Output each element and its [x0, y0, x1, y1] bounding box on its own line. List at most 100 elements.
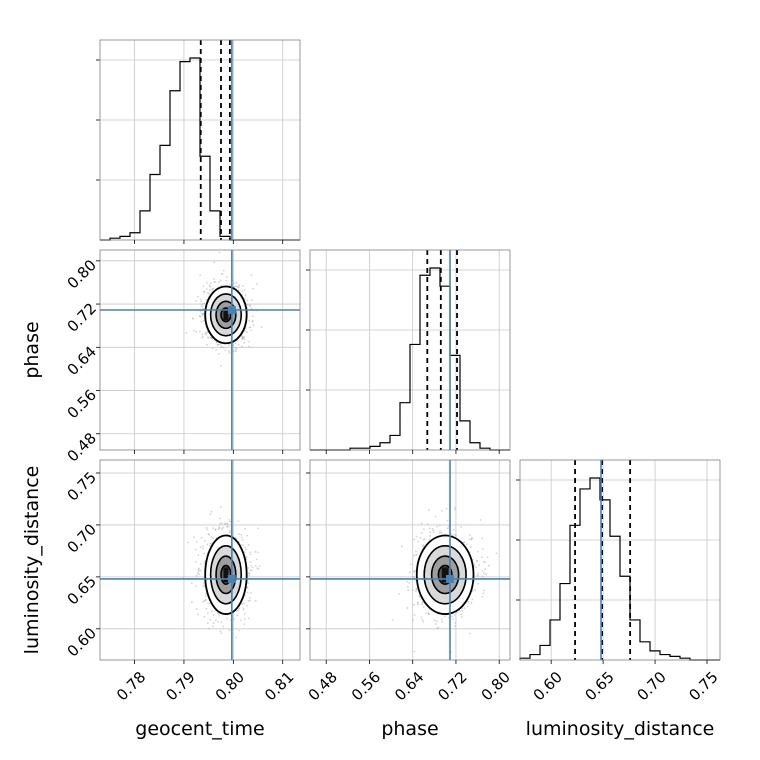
scatter-point [413, 614, 416, 617]
scatter-geocent_time-xtick-label: 0.79 [162, 668, 198, 704]
scatter-point [415, 550, 417, 553]
scatter-point [471, 598, 474, 601]
scatter-point [233, 285, 235, 288]
scatter-point [234, 636, 237, 639]
scatter-point [226, 617, 229, 620]
scatter-point [217, 621, 219, 623]
scatter-point [456, 611, 458, 614]
scatter-point [428, 527, 431, 530]
scatter-point [209, 618, 212, 621]
scatter-point [220, 632, 223, 635]
scatter-point [219, 343, 222, 346]
scatter-point [204, 599, 207, 602]
scatter-point [245, 327, 247, 329]
scatter-point [473, 563, 475, 566]
scatter-point [211, 625, 214, 628]
scatter-point [415, 554, 417, 556]
scatter-point [462, 541, 465, 544]
scatter-point [202, 285, 205, 287]
scatter-point [225, 525, 228, 528]
scatter-point [451, 615, 453, 618]
histogram-geocent_time-frame [99, 39, 301, 241]
scatter-point [250, 564, 253, 567]
scatter-point [217, 612, 220, 615]
scatter-point [207, 292, 210, 294]
scatter-point [454, 625, 456, 627]
scatter-point [220, 364, 222, 367]
scatter-luminosity_distance-ytick-label: 0.70 [64, 520, 100, 556]
scatter-point [249, 561, 252, 563]
scatter-point [244, 294, 247, 296]
scatter-point [421, 601, 424, 604]
scatter-point [481, 556, 483, 559]
scatter-point [248, 599, 251, 602]
scatter-point [481, 570, 484, 572]
scatter-point [214, 619, 217, 622]
scatter-point [461, 616, 463, 618]
scatter-point [481, 595, 484, 598]
scatter-point [222, 625, 225, 628]
scatter-point [453, 613, 456, 616]
scatter-point [254, 599, 257, 602]
scatter-point [246, 591, 249, 594]
scatter-point [240, 619, 242, 621]
scatter-point [243, 338, 246, 340]
scatter-point [197, 613, 200, 616]
scatter-point [205, 299, 208, 301]
scatter-point [425, 612, 428, 615]
scatter-point [452, 618, 455, 620]
scatter-point [202, 585, 205, 588]
scatter-point [202, 545, 204, 548]
scatter-point [220, 345, 223, 348]
scatter-point [241, 335, 243, 338]
scatter-phase-xtick-label: 0.64 [391, 668, 427, 704]
scatter-point [232, 350, 235, 353]
scatter-point [213, 261, 216, 264]
scatter-point [452, 534, 454, 537]
scatter-point [439, 532, 441, 535]
scatter-point [199, 310, 202, 313]
scatter-point [212, 614, 215, 616]
scatter-point [251, 320, 254, 322]
scatter-point [437, 626, 440, 629]
scatter-point [246, 586, 249, 589]
scatter-point [434, 623, 437, 625]
scatter-point [201, 305, 204, 308]
scatter-point [244, 548, 247, 551]
scatter-point [465, 543, 468, 545]
scatter-point [413, 554, 415, 557]
scatter-point [199, 569, 202, 572]
scatter-point [215, 348, 218, 351]
scatter-point [244, 551, 246, 553]
scatter-point [235, 281, 238, 284]
scatter-point [224, 349, 227, 351]
density-peak [223, 567, 229, 583]
scatter-point [479, 519, 482, 521]
scatter-panel-frame [309, 459, 511, 661]
scatter-point [420, 616, 423, 619]
scatter-point [222, 526, 225, 529]
scatter-panel-frame [99, 249, 301, 451]
scatter-point [199, 563, 202, 565]
scatter-point [206, 528, 209, 531]
scatter-point [206, 343, 208, 346]
scatter-point [478, 564, 480, 566]
scatter-point [246, 534, 249, 537]
scatter-point [212, 622, 215, 624]
scatter-point [254, 550, 257, 553]
scatter-point [476, 560, 479, 562]
scatter-point [252, 324, 255, 327]
scatter-point [439, 529, 441, 532]
scatter-point [228, 344, 230, 347]
scatter-point [482, 572, 485, 575]
scatter-point [207, 602, 210, 604]
scatter-point [429, 535, 431, 537]
scatter-point [441, 620, 444, 623]
scatter-point [420, 531, 423, 534]
scatter-point [440, 531, 443, 534]
scatter-point [218, 251, 221, 254]
scatter-point [220, 273, 223, 275]
scatter-point [199, 330, 201, 333]
scatter-point [209, 282, 212, 284]
scatter-point [429, 531, 432, 534]
